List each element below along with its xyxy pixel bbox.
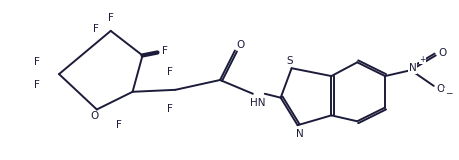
Text: F: F xyxy=(162,46,168,56)
Text: F: F xyxy=(116,120,122,130)
Text: O: O xyxy=(439,48,447,58)
Text: +: + xyxy=(420,55,426,64)
Text: HN: HN xyxy=(250,98,266,108)
Text: O: O xyxy=(91,111,99,121)
Text: O: O xyxy=(237,40,245,50)
Text: F: F xyxy=(108,13,114,23)
Text: F: F xyxy=(34,80,40,90)
Text: N: N xyxy=(409,63,417,73)
Text: O: O xyxy=(437,84,445,94)
Text: F: F xyxy=(93,24,99,34)
Text: F: F xyxy=(34,57,40,67)
Text: N: N xyxy=(296,129,303,139)
Text: −: − xyxy=(445,88,453,97)
Text: S: S xyxy=(286,56,293,66)
Text: F: F xyxy=(168,67,174,77)
Text: F: F xyxy=(168,104,174,114)
